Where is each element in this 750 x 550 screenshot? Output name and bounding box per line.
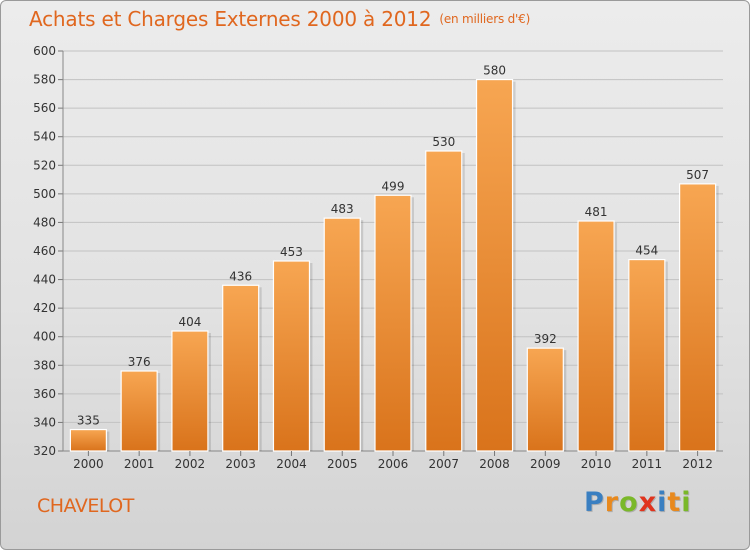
value-labels: 335 376 404 436 453 483 499 530 580 392 481 454 507: [77, 64, 709, 428]
bar-2003: [222, 284, 260, 452]
x-tick-label: 2001: [124, 457, 155, 471]
value-label: 481: [585, 205, 608, 219]
y-tick-label: 400: [33, 330, 56, 344]
bars: [69, 78, 719, 452]
logo-letter: r: [604, 487, 620, 518]
logo-letter: t: [667, 487, 682, 518]
bar-2004: [272, 260, 311, 452]
x-tick-labels: 2000 2001 2002 2003 2004 2005 2006 2007 2008 2009…: [73, 451, 713, 471]
logo-letter: P: [584, 487, 605, 518]
logo-letter: i: [681, 487, 692, 518]
bar-2010: [577, 220, 615, 452]
chart-title: Achats et Charges Externes 2000 à 2012 (e…: [29, 7, 530, 31]
value-label: 392: [534, 332, 557, 346]
y-tick-label: 500: [33, 187, 56, 201]
chart-title-text: Achats et Charges Externes 2000 à 2012: [29, 7, 432, 31]
x-tick-label: 2012: [682, 457, 713, 471]
y-tick-label: 380: [33, 358, 56, 372]
bar-2011: [628, 258, 666, 452]
y-tick-label: 420: [33, 301, 56, 315]
bar-2006: [374, 194, 412, 452]
bar-2002: [171, 330, 209, 452]
value-label: 530: [432, 135, 455, 149]
logo-letter: o: [619, 487, 639, 518]
y-tick-label: 580: [33, 73, 56, 87]
y-tick-label: 540: [33, 130, 56, 144]
x-tick-label: 2003: [225, 457, 256, 471]
value-label: 453: [280, 245, 303, 259]
x-tick-label: 2004: [276, 457, 307, 471]
bar-2007: [425, 150, 463, 452]
bar-2001: [120, 370, 158, 452]
bar-2000: [69, 428, 107, 452]
proxiti-logo: Proxiti: [584, 487, 692, 518]
x-tick-label: 2005: [327, 457, 358, 471]
bar-2009: [526, 347, 564, 452]
y-tick-label: 520: [33, 158, 56, 172]
x-tick-label: 2000: [73, 457, 104, 471]
y-tick-label: 340: [33, 415, 56, 429]
bar-2005: [323, 217, 361, 452]
x-tick-label: 2006: [378, 457, 409, 471]
y-tick-label: 320: [33, 444, 56, 458]
value-label: 335: [77, 414, 100, 428]
x-tick-label: 2008: [479, 457, 510, 471]
chart-subtitle: (en milliers d'€): [439, 12, 531, 26]
value-label: 507: [686, 168, 709, 182]
y-tick-label: 480: [33, 215, 56, 229]
logo-letter: i: [657, 487, 668, 518]
y-tick-label: 360: [33, 387, 56, 401]
value-label: 499: [382, 179, 405, 193]
logo-letter: x: [638, 487, 658, 518]
x-tick-label: 2009: [530, 457, 561, 471]
bar-2008: [475, 78, 514, 452]
commune-name: CHAVELOT: [37, 495, 134, 517]
bar-2012: [679, 183, 717, 452]
x-tick-label: 2002: [175, 457, 206, 471]
y-tick-labels: 320 340 360 380 400 420 440 460 480 500 520 540 560 5…: [33, 44, 56, 458]
x-tick-label: 2011: [632, 457, 663, 471]
value-label: 376: [128, 355, 151, 369]
value-label: 436: [229, 269, 252, 283]
y-tick-label: 440: [33, 273, 56, 287]
value-label: 483: [331, 202, 354, 216]
y-tick-label: 600: [33, 44, 56, 58]
y-tick-label: 560: [33, 101, 56, 115]
y-tick-label: 460: [33, 244, 56, 258]
value-label: 454: [635, 244, 658, 258]
x-tick-label: 2010: [581, 457, 612, 471]
x-tick-label: 2007: [428, 457, 459, 471]
value-label: 404: [178, 315, 201, 329]
value-label: 580: [483, 64, 506, 78]
